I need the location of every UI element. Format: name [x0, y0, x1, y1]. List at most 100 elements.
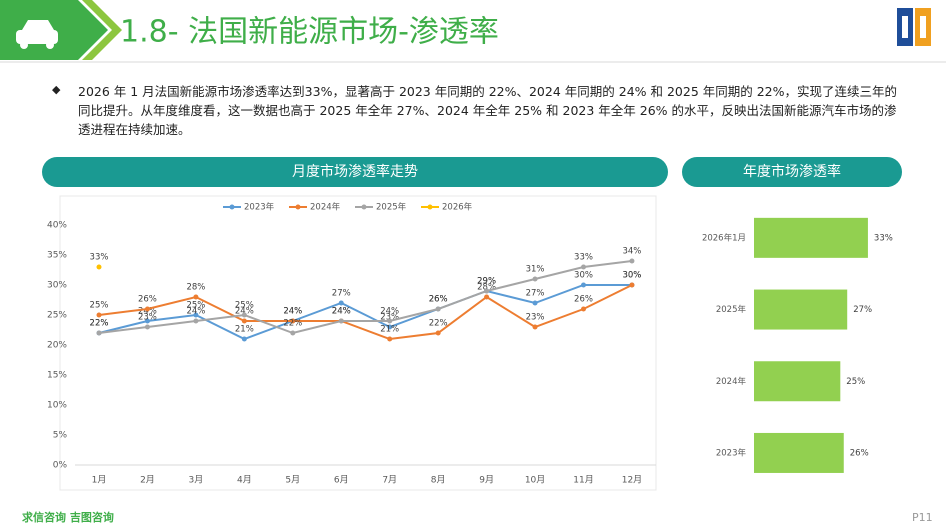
x-tick-label: 9月: [479, 475, 494, 486]
x-tick-label: 7月: [382, 475, 397, 486]
data-point: [338, 300, 344, 306]
section-pill: [42, 157, 668, 187]
data-label: 27%: [332, 289, 351, 299]
bar: [754, 361, 841, 402]
y-tick-label: 15%: [47, 371, 67, 381]
x-tick-label: 10月: [525, 475, 545, 486]
data-point: [581, 282, 586, 288]
legend-label: 2024年: [310, 202, 341, 213]
data-label: 24%: [283, 307, 302, 317]
data-label: 24%: [283, 307, 302, 317]
data-label: 30%: [574, 271, 593, 281]
data-label: 28%: [186, 283, 205, 293]
y-tick-label: 35%: [47, 251, 67, 261]
plot-frame: [59, 195, 657, 491]
data-point: [144, 324, 150, 330]
data-point: [241, 336, 247, 342]
data-point: [387, 318, 393, 324]
data-label: 30%: [622, 271, 641, 281]
x-tick-label: 1月: [92, 475, 107, 486]
data-point: [241, 318, 247, 324]
legend-label: 2023年: [244, 202, 275, 213]
data-point: [435, 330, 441, 336]
data-label: 24%: [380, 307, 399, 317]
legend-marker: [427, 204, 433, 210]
data-label: 26%: [850, 448, 869, 458]
data-point: [532, 300, 538, 306]
data-label: 22%: [90, 319, 109, 329]
y-tick-label: 40%: [47, 221, 67, 231]
data-point: [96, 312, 102, 318]
logo: [897, 8, 931, 46]
data-point: [241, 312, 247, 318]
data-label: 22%: [90, 319, 109, 329]
y-tick-label: 0%: [53, 461, 68, 471]
bar: [754, 289, 848, 330]
data-label: 24%: [332, 307, 351, 317]
series-line: [98, 284, 633, 341]
data-point: [532, 276, 538, 282]
data-point: [484, 288, 490, 294]
data-label: 27%: [526, 289, 545, 299]
x-tick-label: 6月: [334, 475, 349, 486]
data-point: [144, 318, 150, 324]
data-point: [193, 312, 199, 318]
page-number: P11: [912, 511, 933, 524]
data-label: 34%: [622, 247, 641, 257]
data-label: 33%: [90, 253, 109, 263]
data-point: [484, 294, 490, 300]
footer-brand: 求信咨询 吉图咨询: [22, 510, 114, 524]
data-point: [96, 264, 102, 270]
chart-title: 月度市场渗透率走势: [292, 163, 418, 180]
data-point: [387, 336, 393, 342]
data-label: 25%: [846, 377, 865, 387]
data-point: [581, 306, 586, 312]
data-point: [338, 318, 344, 324]
legend-marker: [361, 204, 367, 210]
legend-marker: [229, 204, 235, 210]
data-label: 25%: [90, 301, 109, 311]
chart-title: 年度市场渗透率: [743, 163, 841, 180]
data-label: 25%: [235, 301, 254, 311]
x-tick-label: 3月: [189, 475, 204, 486]
data-label: 25%: [186, 301, 205, 311]
y-tick-label: 25%: [47, 311, 67, 321]
data-point: [581, 264, 586, 270]
x-tick-label: 11月: [573, 475, 593, 486]
data-point: [290, 318, 296, 324]
data-label: 21%: [235, 325, 254, 335]
legend-label: 2026年: [442, 202, 473, 213]
bullet: ◆: [52, 83, 61, 96]
y-tick-label: 20%: [47, 341, 67, 351]
data-label: 22%: [429, 319, 448, 329]
y-tick-label: 5%: [53, 431, 68, 441]
y-tick-label: 30%: [47, 281, 67, 291]
x-tick-label: 8月: [431, 475, 446, 486]
data-point: [435, 306, 441, 312]
x-tick-label: 5月: [285, 475, 300, 486]
data-label: 24%: [186, 307, 205, 317]
data-point: [193, 294, 199, 300]
data-label: 23%: [380, 313, 399, 323]
data-point: [629, 258, 635, 264]
section-pill: [682, 157, 902, 187]
series-line: [98, 260, 633, 335]
data-label: 29%: [477, 277, 496, 287]
page-title: 1.8- 法国新能源市场-渗透率: [120, 15, 499, 50]
data-label: 23%: [138, 313, 157, 323]
data-label: 23%: [526, 313, 545, 323]
data-point: [290, 330, 296, 336]
legend-marker: [295, 204, 301, 210]
x-tick-label: 2月: [140, 475, 155, 486]
series-line: [98, 284, 632, 341]
y-tick-label: 2024年: [716, 376, 747, 387]
header-accent: [82, 0, 122, 60]
bar: [754, 432, 844, 473]
data-point: [387, 324, 393, 330]
car-icon: [16, 20, 58, 49]
data-label: 29%: [477, 277, 496, 287]
data-label: 24%: [235, 307, 254, 317]
data-label: 22%: [283, 319, 302, 329]
